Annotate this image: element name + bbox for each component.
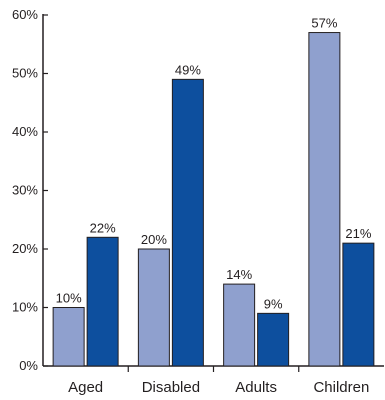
bar-value-label: 21% [345, 226, 371, 241]
bars [52, 32, 375, 367]
bar [342, 242, 375, 367]
bar [171, 78, 204, 367]
category-label: Children [313, 379, 369, 396]
bar [86, 236, 119, 367]
category-label: Disabled [142, 379, 200, 396]
y-tick-label: 30% [12, 183, 38, 198]
bar [257, 312, 290, 367]
bar-value-label: 14% [226, 267, 252, 282]
y-axis-ticks: 0% 10% 20% 30% 40% 50% 60% [12, 7, 48, 373]
category-label: Adults [235, 379, 277, 396]
bar-value-label: 20% [141, 232, 167, 247]
category-labels: Aged Disabled Adults Children [68, 379, 369, 396]
bar-value-label: 10% [56, 291, 82, 306]
bar-value-label: 9% [264, 296, 283, 311]
bar [137, 248, 170, 367]
y-tick-label: 10% [12, 300, 38, 315]
y-tick-label: 0% [19, 358, 38, 373]
y-tick-label: 40% [12, 124, 38, 139]
data-labels: 10% 22% 20% 49% 14% 9% 57% 21% [56, 16, 372, 312]
y-tick-label: 50% [12, 66, 38, 81]
bar-value-label: 57% [311, 16, 337, 31]
category-label: Aged [68, 379, 103, 396]
bar-value-label: 22% [90, 220, 116, 235]
y-tick-label: 60% [12, 7, 38, 22]
bar [223, 283, 256, 367]
bar-value-label: 49% [175, 62, 201, 77]
bar [52, 307, 85, 367]
y-tick-label: 20% [12, 241, 38, 256]
bar [308, 32, 341, 367]
